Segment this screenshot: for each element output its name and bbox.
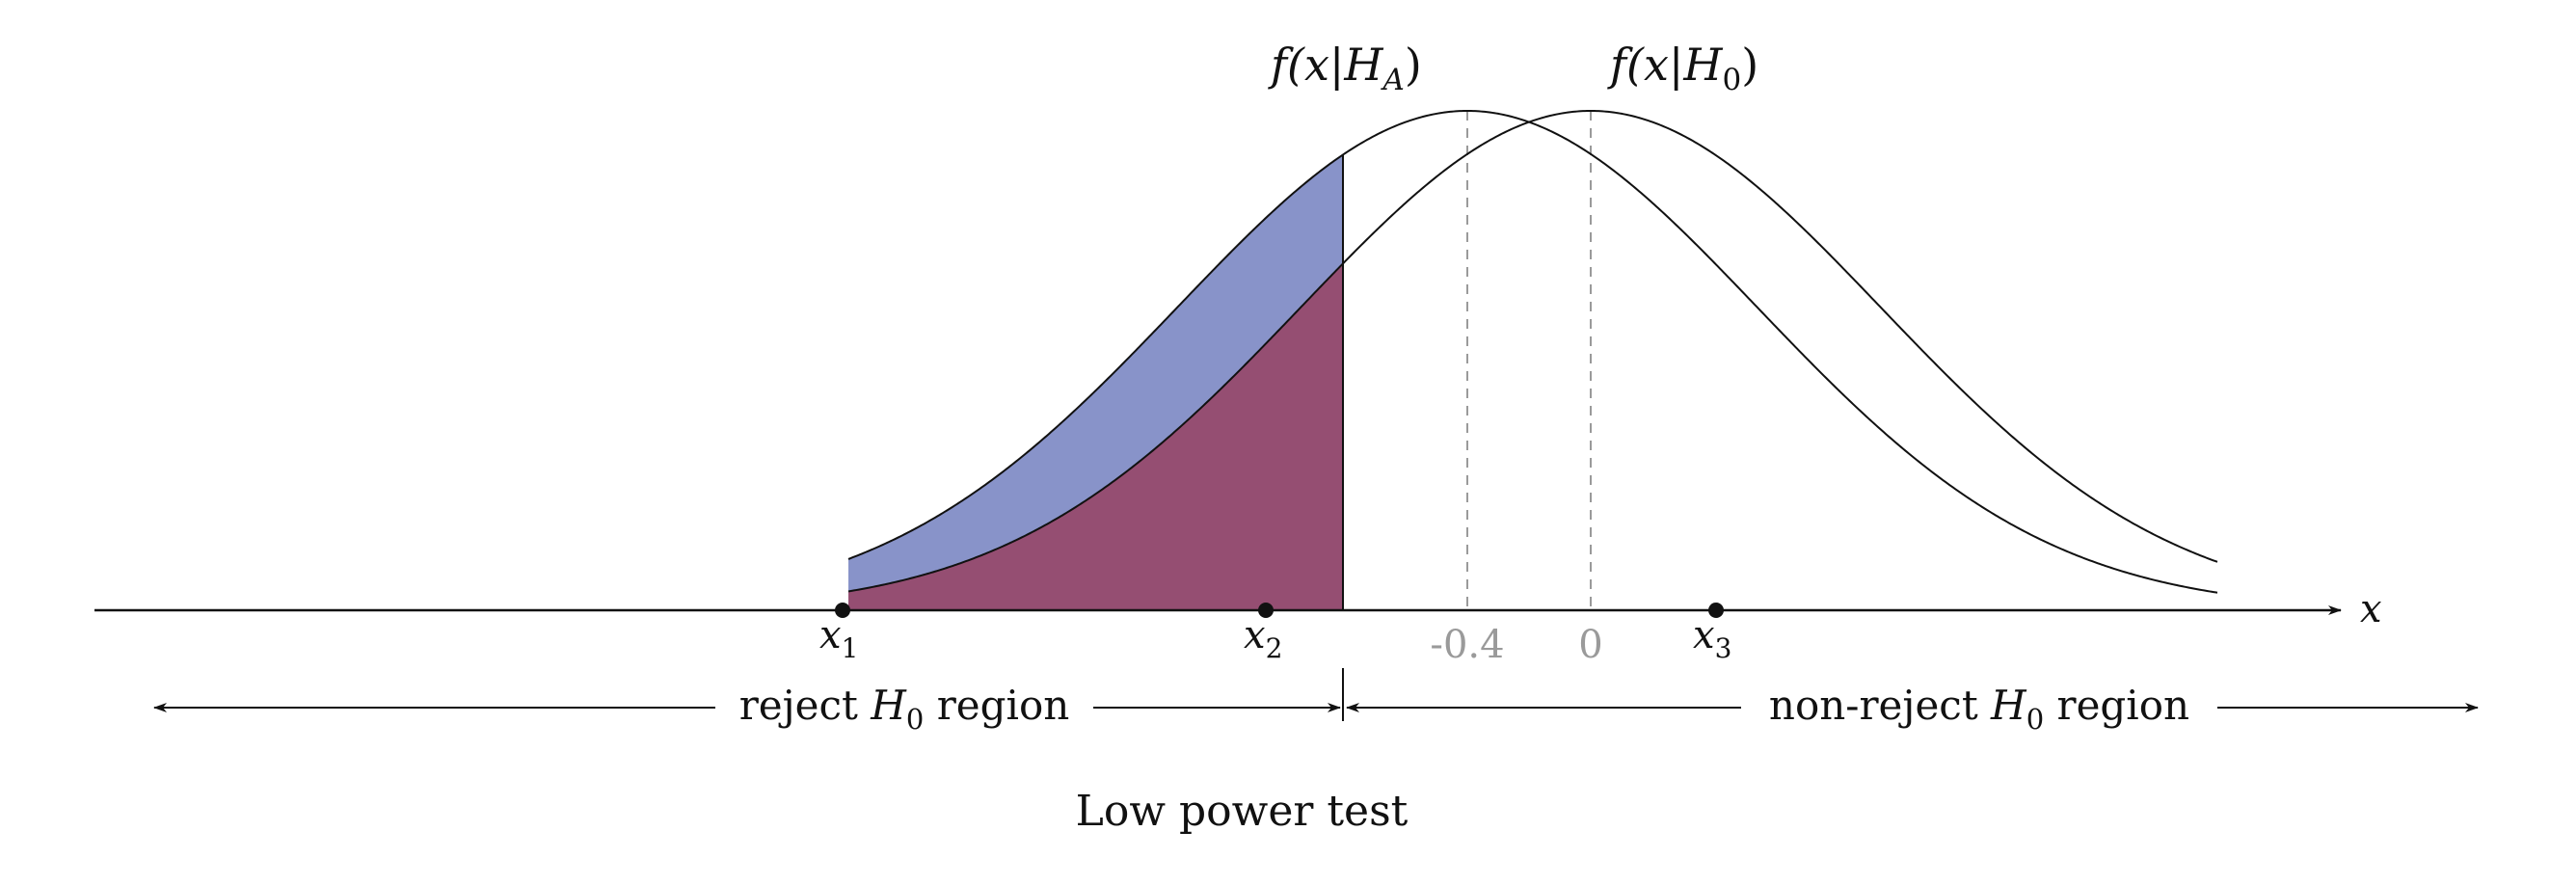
point-x2 (1258, 603, 1274, 618)
point-x3-label: x3 (1693, 613, 1731, 664)
alternative-mean-label: -0.4 (1430, 623, 1504, 667)
null-mean-label: 0 (1578, 623, 1602, 667)
alternative-curve-label: f(x|HA) (1268, 39, 1422, 97)
point-x2-label: x2 (1244, 613, 1282, 664)
reject-region-label: reject H0 region (739, 682, 1070, 736)
null-density-curve (847, 109, 2218, 593)
null-curve-label: f(x|H0) (1607, 39, 1758, 97)
alpha-shaded-area (848, 263, 1343, 610)
point-x3 (1708, 603, 1724, 618)
point-x1-label: x1 (819, 613, 858, 664)
alternative-density-curve (847, 109, 2218, 594)
x-axis-label: x (2360, 587, 2382, 631)
figure-caption: Low power test (1076, 787, 1409, 836)
point-x1 (835, 603, 850, 618)
non-reject-region-label: non-reject H0 region (1769, 682, 2189, 736)
